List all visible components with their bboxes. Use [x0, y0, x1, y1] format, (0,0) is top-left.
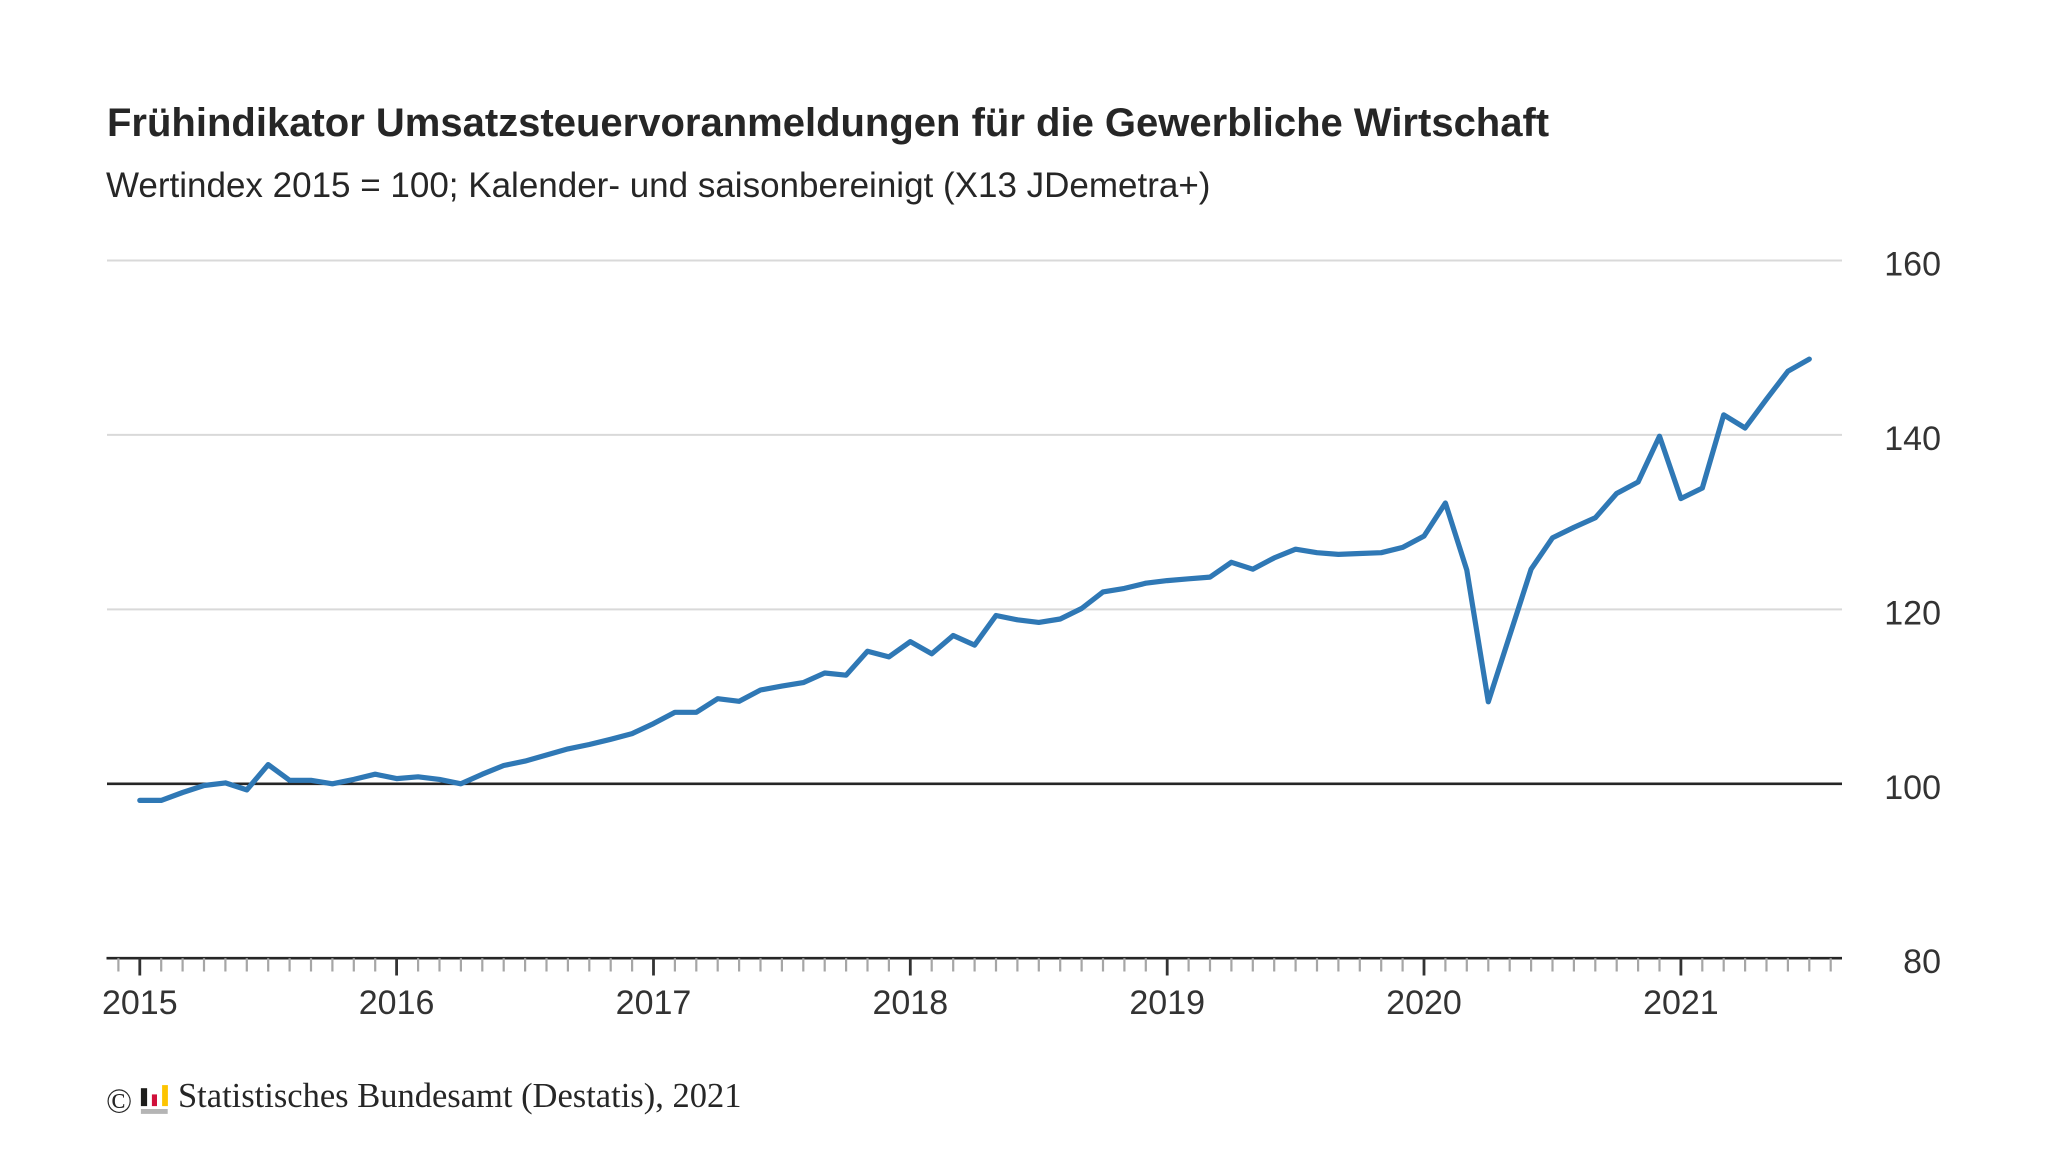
svg-text:2016: 2016 [359, 984, 435, 1022]
svg-text:2017: 2017 [616, 984, 692, 1022]
svg-text:80: 80 [1903, 943, 1941, 981]
svg-text:140: 140 [1884, 420, 1941, 458]
svg-text:2018: 2018 [872, 984, 948, 1022]
svg-text:2020: 2020 [1386, 984, 1462, 1022]
svg-text:160: 160 [1884, 246, 1941, 284]
svg-text:2019: 2019 [1129, 984, 1205, 1022]
svg-text:Statistisches Bundesamt (Desta: Statistisches Bundesamt (Destatis), 2021 [178, 1077, 741, 1115]
svg-text:©: © [106, 1083, 132, 1121]
svg-text:Wertindex 2015 = 100; Kalender: Wertindex 2015 = 100; Kalender- und sais… [106, 166, 1210, 205]
svg-text:100: 100 [1884, 769, 1941, 807]
svg-text:2015: 2015 [102, 984, 178, 1022]
svg-text:Frühindikator Umsatzsteuervora: Frühindikator Umsatzsteuervoranmeldungen… [107, 101, 1549, 145]
svg-text:2021: 2021 [1643, 984, 1719, 1022]
svg-text:120: 120 [1884, 594, 1941, 632]
